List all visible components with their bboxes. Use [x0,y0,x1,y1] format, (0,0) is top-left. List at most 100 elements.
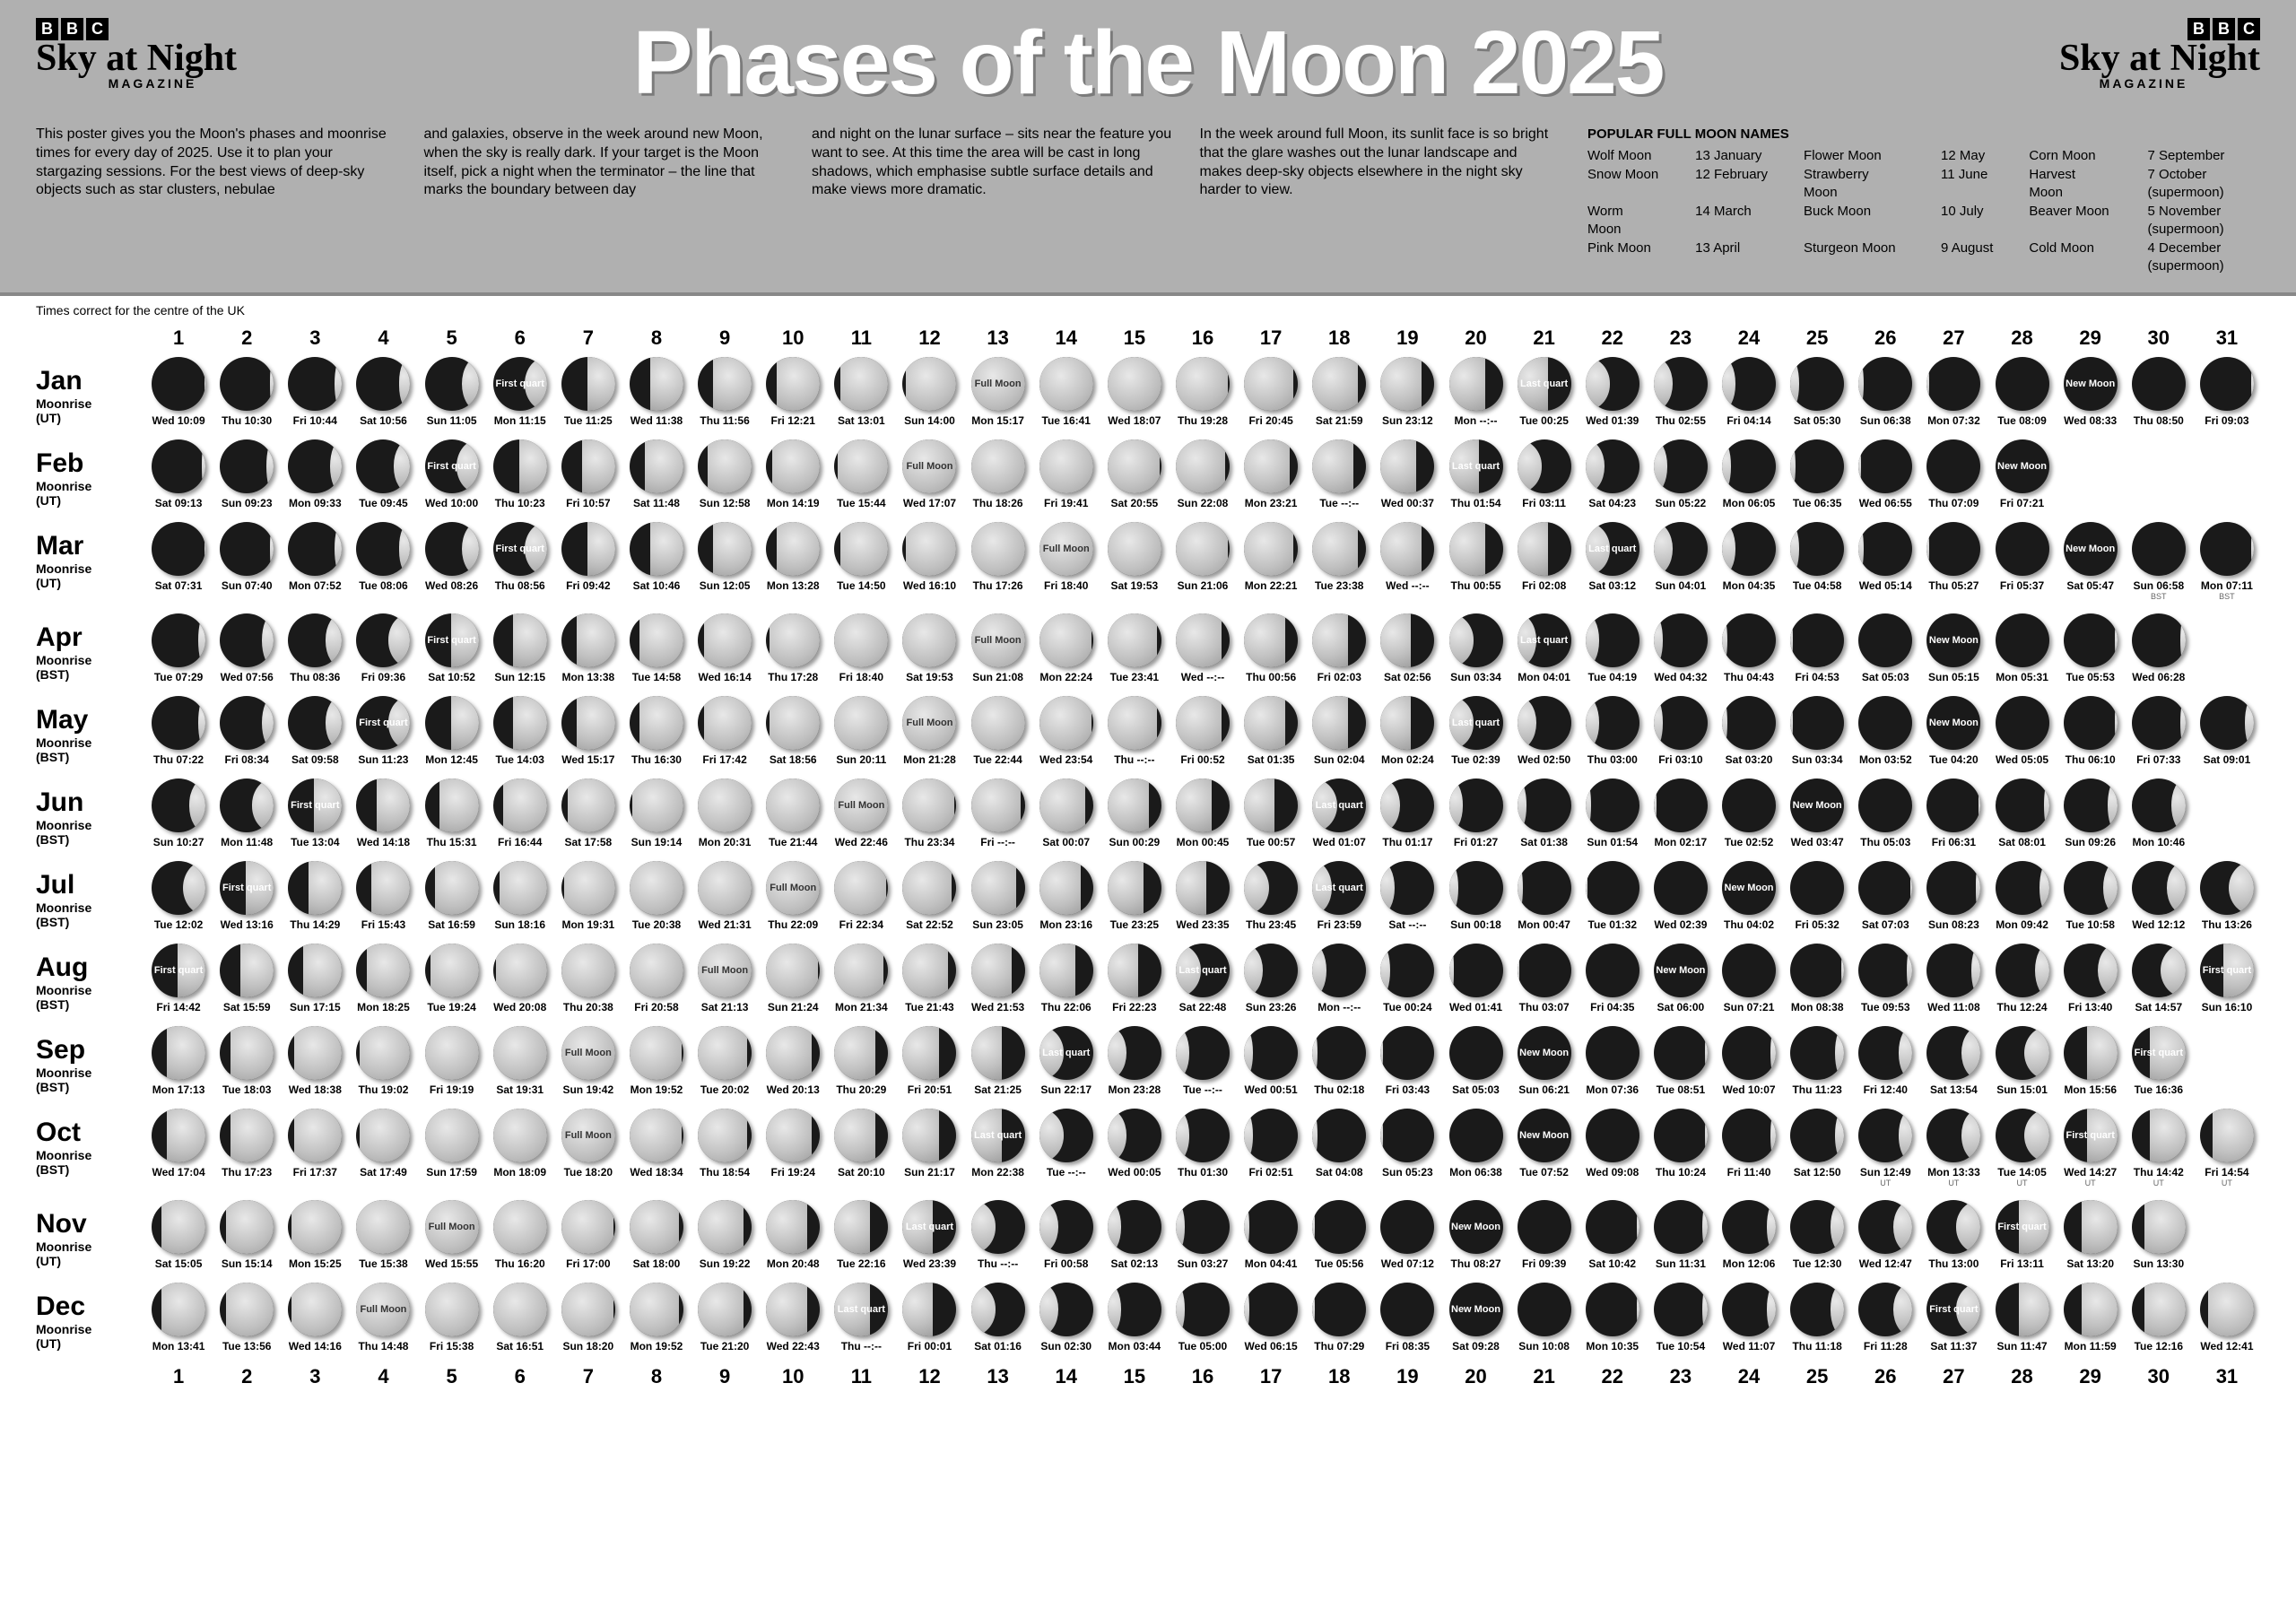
moonrise-time: Wed 01:07 [1306,836,1372,848]
day-cell: Full MoonSun 21:08 [965,613,1031,683]
moonrise-time: Mon 07:11 [2194,579,2260,592]
moonrise-time: Tue 12:02 [145,918,212,931]
moon-icon [698,1109,752,1162]
moonrise-time: Tue 09:45 [350,497,416,509]
moonrise-time: Tue 18:20 [555,1166,622,1179]
month-row: AugMoonrise(BST)First quartFri 14:42Sat … [36,944,2260,1013]
moonrise-time: Mon 11:59 [2057,1340,2124,1353]
day-cell: Sat 07:03 [1852,861,1918,931]
moonrise-time: Sat 09:58 [282,753,348,766]
moon-names-block: POPULAR FULL MOON NAMES Wolf Moon13 Janu… [1587,126,2260,274]
moon-icon [1654,779,1708,832]
day-cell: Sun 06:38 [1852,357,1918,427]
day-cell: Sat 05:03 [1442,1026,1509,1096]
day-cell: Tue 21:44 [760,779,826,848]
day-cell: Tue 12:30 [1784,1200,1850,1270]
moonrise-time: Tue 07:52 [1511,1166,1578,1179]
moon-icon [561,522,615,576]
day-cell: Thu 19:02 [350,1026,416,1096]
moonrise-time: Thu 07:09 [1920,497,1987,509]
day-cell: Tue 11:25 [555,357,622,427]
moonrise-time: Tue 20:38 [623,918,690,931]
moon-icon [1108,1283,1161,1336]
moon-icon [2132,861,2186,915]
moon-icon [288,944,342,997]
day-cell: Thu 00:56 [1238,613,1304,683]
moon-icon [152,1200,205,1254]
day-cell: Sat 09:58 [282,696,348,766]
day-cell: Sun 14:00 [896,357,962,427]
moon-icon [1926,1200,1980,1254]
month-tz: (BST) [36,915,144,929]
moon-icon [1858,861,1912,915]
day-cell: New MoonFri 07:21 [1988,439,2055,509]
moonrise-time: Mon 19:52 [623,1083,690,1096]
day-number: 28 [1988,1365,2055,1388]
moon-icon [1654,1109,1708,1162]
moon-icon [766,357,820,411]
moon-icon [1996,861,2049,915]
moon-icon [1858,1026,1912,1080]
day-cell: Fri 02:08 [1511,522,1578,592]
moon-name: Pink Moon [1587,239,1659,274]
moon-icon [834,1026,888,1080]
phase-label: Full Moon [902,461,956,472]
moonrise-time: Sun 22:17 [1033,1083,1100,1096]
moonrise-time: Tue 14:05 [1988,1166,2055,1179]
moon-icon [1380,357,1434,411]
moon-icon [698,613,752,667]
moon-icon: New Moon [1790,779,1844,832]
moonrise-time: Mon 10:46 [2126,836,2192,848]
moonrise-time: Fri 02:03 [1306,671,1372,683]
month-tz: (UT) [36,576,144,590]
day-cell: Fri 19:19 [419,1026,485,1096]
moon-icon: First quart [1996,1200,2049,1254]
day-cell: Fri 04:53 [1784,613,1850,683]
day-cell: Tue 06:35 [1784,439,1850,509]
moon-icon [1858,696,1912,750]
moonrise-time: Fri 18:40 [1033,579,1100,592]
moon-icon: Full Moon [425,1200,479,1254]
moon-icon: Full Moon [1039,522,1093,576]
day-cell: Tue 05:00 [1170,1283,1236,1353]
phase-label: Last quart [971,1130,1025,1141]
moonrise-time: Wed 17:07 [896,497,962,509]
moonrise-time: Sat 06:00 [1648,1001,1714,1013]
day-number: 21 [1511,326,1578,350]
day-cell: Full MoonSat 21:13 [691,944,758,1013]
day-cell: Thu 02:18 [1306,1026,1372,1096]
moon-icon [1790,944,1844,997]
moon-name: Harvest Moon [2029,166,2111,201]
moon-icon [630,944,683,997]
phase-label: First quart [2064,1130,2118,1141]
moonrise-time: Thu 04:02 [1716,918,1782,931]
moon-icon: First quart [493,522,547,576]
moonrise-time: Wed 22:46 [828,836,894,848]
moonrise-time: Sun 23:05 [965,918,1031,931]
day-cell: Thu 20:38 [555,944,622,1013]
moonrise-time: Sun 12:49 [1852,1166,1918,1179]
day-cell: Fri 06:31 [1920,779,1987,848]
moonrise-time: Sun 07:21 [1716,1001,1782,1013]
moon-icon [1586,1200,1639,1254]
moon-icon [1039,779,1093,832]
moon-icon [2132,522,2186,576]
month-tz: (BST) [36,1162,144,1177]
moonrise-time: Sat 18:56 [760,753,826,766]
moonrise-time: Fri 19:19 [419,1083,485,1096]
day-cell: Thu 07:22 [145,696,212,766]
moonrise-time: Wed 06:28 [2126,671,2192,683]
moonrise-time: Sun 06:38 [1852,414,1918,427]
phase-label: First quart [356,718,410,728]
month-row: JunMoonrise(BST)Sun 10:27Mon 11:48First … [36,779,2260,848]
moonrise-time: Mon 20:31 [691,836,758,848]
moonrise-time: Fri 10:57 [555,497,622,509]
moon-icon [1996,522,2049,576]
day-number: 13 [965,1365,1031,1388]
moonrise-time: Sun 23:26 [1238,1001,1304,1013]
moonrise-time: Sat 17:49 [350,1166,416,1179]
day-cell: Mon 21:34 [828,944,894,1013]
moon-icon [834,439,888,493]
day-cell: Sat 01:35 [1238,696,1304,766]
moon-icon [834,357,888,411]
